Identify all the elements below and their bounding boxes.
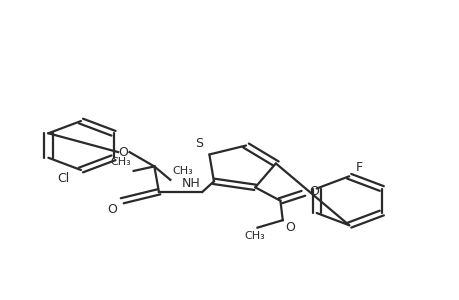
Text: S: S bbox=[195, 137, 203, 150]
Text: O: O bbox=[106, 203, 117, 216]
Text: O: O bbox=[308, 185, 318, 198]
Text: Cl: Cl bbox=[57, 172, 69, 185]
Text: O: O bbox=[285, 221, 294, 234]
Text: NH: NH bbox=[181, 177, 200, 190]
Text: CH₃: CH₃ bbox=[172, 166, 193, 176]
Text: F: F bbox=[355, 161, 363, 174]
Text: CH₃: CH₃ bbox=[111, 157, 131, 167]
Text: O: O bbox=[118, 146, 128, 159]
Text: CH₃: CH₃ bbox=[244, 231, 265, 241]
